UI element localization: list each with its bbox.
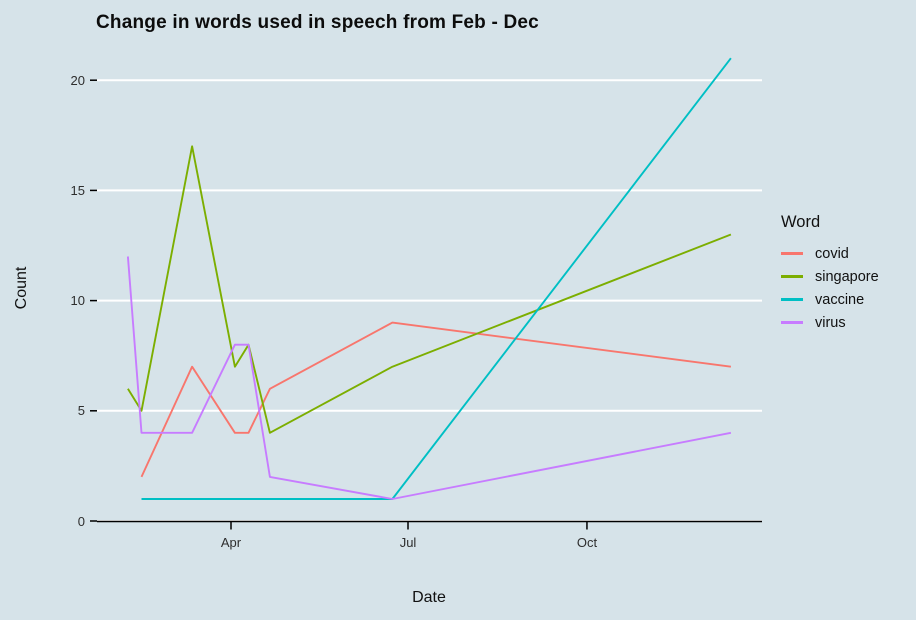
legend-label-vaccine: vaccine (815, 291, 865, 308)
series-line-covid (140, 321, 732, 478)
y-tick-label-0: 0 (77, 513, 85, 529)
y-tick-label-5: 5 (77, 403, 85, 419)
chart-title: Change in words used in speech from Feb … (96, 12, 539, 33)
x-tick-label-Apr: Apr (220, 535, 242, 550)
x-axis-title: Date (412, 589, 446, 606)
legend-key-line-vaccine (781, 298, 803, 301)
legend: Word covid singapore vaccine virus (779, 213, 879, 334)
legend-item-covid: covid (779, 242, 879, 265)
series-line-virus (126, 256, 732, 500)
series-line-vaccine (141, 57, 732, 500)
legend-key-line-virus (781, 321, 803, 324)
legend-items: covid singapore vaccine virus (779, 242, 879, 334)
legend-item-virus: virus (779, 311, 879, 334)
legend-title: Word (781, 213, 821, 231)
y-tick-label-20: 20 (70, 72, 85, 88)
y-tick-label-10: 10 (70, 293, 85, 309)
x-tick-label-Jul: Jul (399, 535, 417, 550)
legend-item-vaccine: vaccine (779, 288, 879, 311)
legend-label-virus: virus (815, 314, 846, 331)
legend-label-singapore: singapore (815, 268, 879, 285)
legend-item-singapore: singapore (779, 265, 879, 288)
x-tick-label-Oct: Oct (576, 535, 598, 550)
series-line-singapore (127, 145, 732, 434)
legend-label-covid: covid (815, 245, 849, 262)
y-axis-title: Count (13, 266, 30, 310)
legend-key-line-singapore (781, 275, 803, 278)
legend-key-line-covid (781, 252, 803, 255)
y-tick-label-15: 15 (70, 182, 85, 198)
